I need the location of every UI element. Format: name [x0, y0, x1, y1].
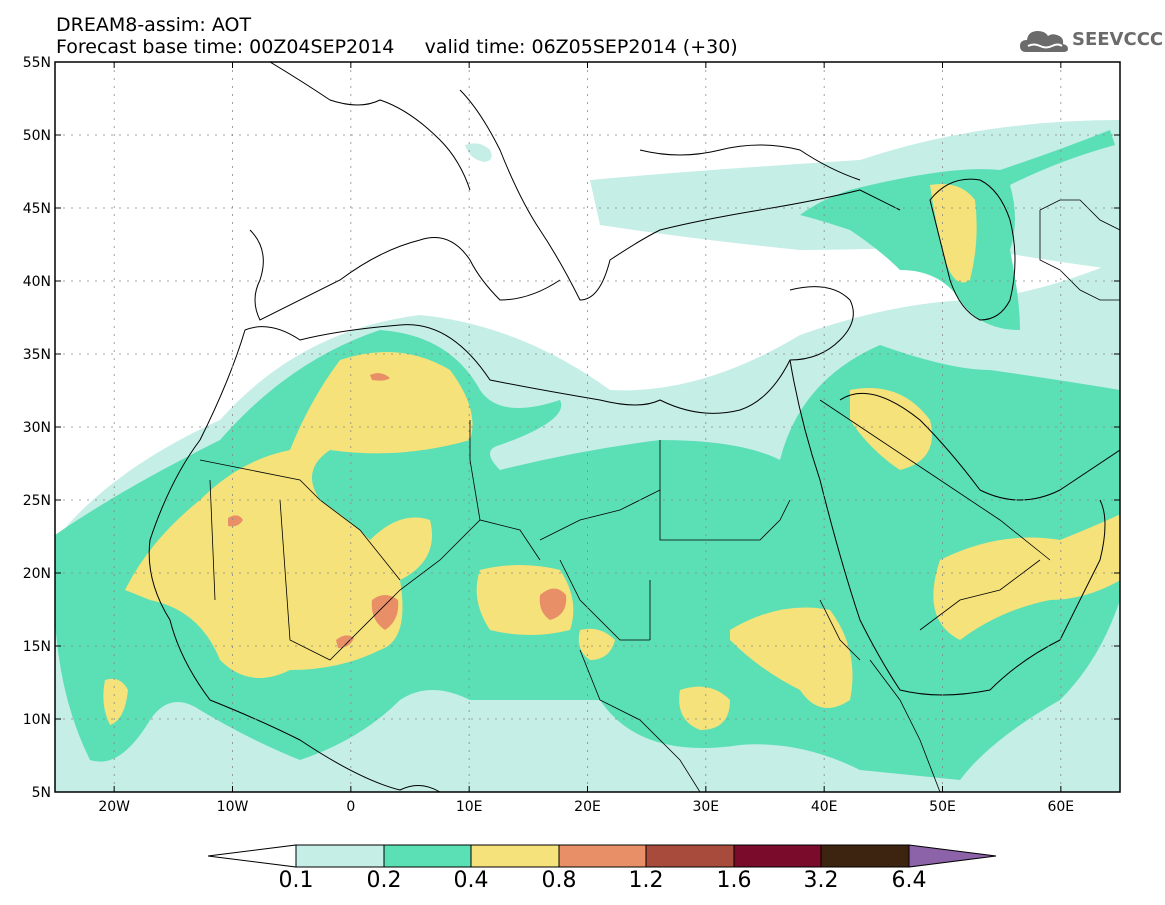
graticule — [55, 62, 1120, 792]
colorbar-bin — [295, 844, 385, 868]
colorbar-label: 0.2 — [366, 868, 402, 893]
colorbar-bin — [470, 844, 560, 868]
colorbar-high-arrow — [908, 844, 997, 868]
lon-tick-label: 30E — [692, 799, 719, 815]
lat-tick-label: 45N — [23, 201, 51, 217]
logo-text: SEEVCCC — [1072, 29, 1164, 50]
colorbar-bin — [383, 844, 472, 868]
country-borders — [199, 199, 1120, 792]
colorbar-bin — [733, 844, 822, 868]
axis-ticks: 55N 50N 45N 40N 35N 30N 25N 20N 15N 10N 5N 20W 10W 0 1… — [23, 55, 1120, 815]
lat-tick-label: 55N — [23, 55, 51, 71]
colorbar-label: 6.4 — [891, 868, 927, 893]
colorbar-label: 1.6 — [716, 868, 752, 893]
lat-tick-label: 40N — [23, 274, 51, 290]
lat-tick-label: 25N — [23, 493, 51, 509]
aot-fields — [55, 62, 1120, 792]
lon-tick-label: 50E — [929, 799, 956, 815]
colorbar-bin — [645, 844, 735, 868]
colorbar-bin — [820, 844, 910, 868]
lon-tick-label: 20W — [98, 799, 130, 815]
lat-tick-label: 20N — [23, 566, 51, 582]
aot-level-08 — [228, 373, 567, 648]
colorbar — [207, 844, 997, 868]
lat-tick-label: 10N — [23, 712, 51, 728]
colorbar-label: 0.4 — [453, 868, 489, 893]
lon-tick-label: 10E — [456, 799, 483, 815]
lat-tick-label: 15N — [23, 639, 51, 655]
map-title: DREAM8-assim: AOT — [56, 14, 252, 36]
colorbar-low-arrow — [207, 844, 297, 868]
colorbar-label: 0.1 — [278, 868, 314, 893]
forecast-time-line: Forecast base time: 00Z04SEP2014 valid t… — [56, 36, 738, 58]
lon-tick-label: 0 — [346, 799, 355, 815]
lat-tick-label: 50N — [23, 128, 51, 144]
colorbar-label: 1.2 — [628, 868, 664, 893]
lat-tick-label: 35N — [23, 347, 51, 363]
lat-tick-label: 5N — [32, 785, 51, 801]
coastlines — [148, 62, 1120, 792]
colorbar-bin — [558, 844, 647, 868]
lon-tick-label: 60E — [1047, 799, 1074, 815]
lon-tick-label: 10W — [217, 799, 249, 815]
colorbar-label: 0.8 — [541, 868, 577, 893]
colorbar-label: 3.2 — [803, 868, 839, 893]
seevccc-logo: SEEVCCC — [1018, 22, 1163, 58]
cloud-icon — [1020, 31, 1068, 52]
lat-tick-label: 30N — [23, 420, 51, 436]
lon-tick-label: 40E — [811, 799, 838, 815]
lon-tick-label: 20E — [574, 799, 601, 815]
